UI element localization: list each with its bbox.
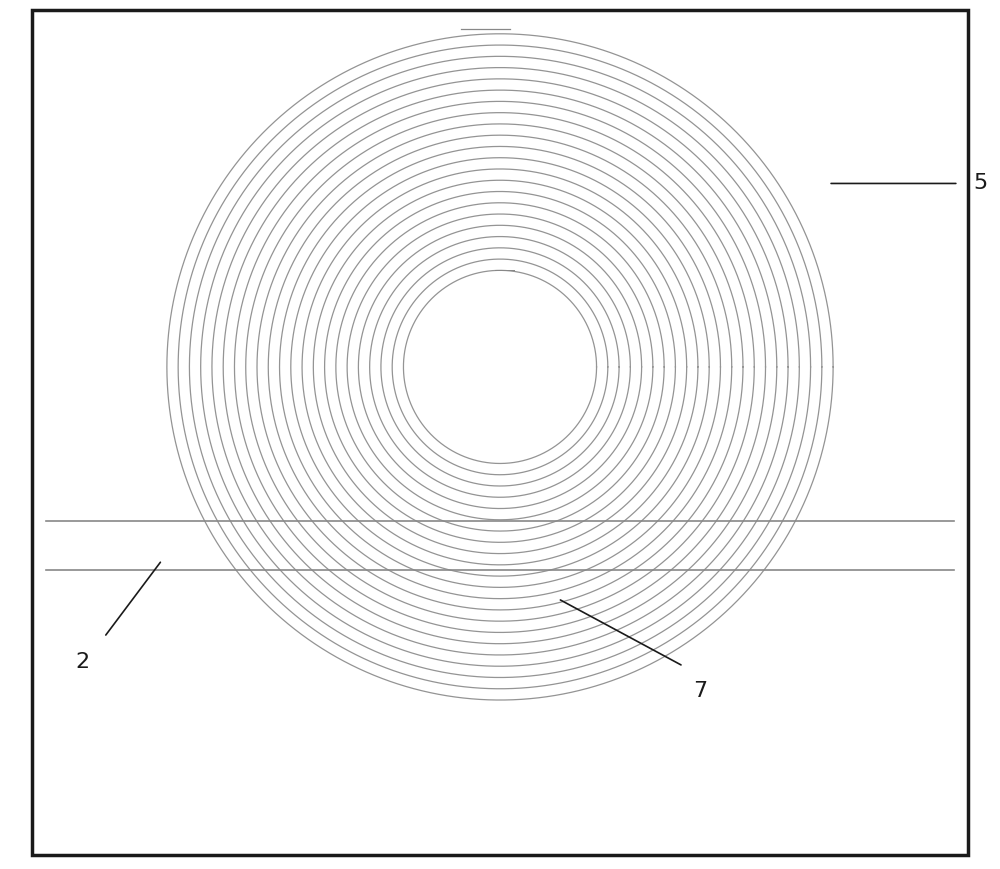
Text: 2: 2	[75, 652, 89, 672]
Text: 7: 7	[693, 680, 707, 700]
Text: 5: 5	[973, 174, 987, 194]
